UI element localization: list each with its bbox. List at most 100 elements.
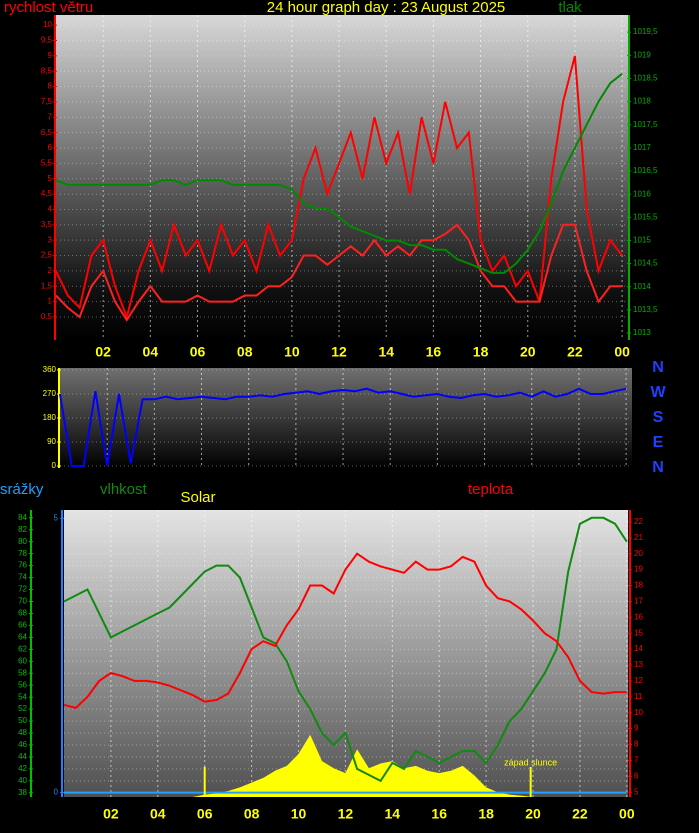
x-tick-label: 04 — [143, 344, 159, 360]
y-tick-label: 42 — [18, 764, 27, 773]
event-label: západ slunce — [504, 757, 557, 767]
y-tick-label: 9 — [634, 724, 639, 733]
y-tick-label: 270 — [43, 389, 57, 398]
y-tick-label: 1017,5 — [633, 120, 658, 129]
y-tick-label: 50 — [18, 716, 27, 725]
x-tick-label: 02 — [103, 806, 119, 822]
y-tick-label: 7 — [48, 112, 53, 121]
x-tick-label: 16 — [426, 344, 442, 360]
y-tick-label: 12 — [634, 676, 643, 685]
x-tick-label: 04 — [150, 806, 166, 822]
y-tick-label: 72 — [18, 585, 27, 594]
y-tick-label: 74 — [18, 573, 27, 582]
x-tick-label: 00 — [619, 806, 635, 822]
y-tick-label: 54 — [18, 692, 27, 701]
x-tick-label: 12 — [331, 344, 347, 360]
direction-label: W — [650, 384, 666, 401]
y-tick-label: 1016,5 — [633, 166, 658, 175]
x-tick-label: 08 — [244, 806, 260, 822]
y-tick-label: 70 — [18, 597, 27, 606]
y-tick-label: 10 — [634, 708, 643, 717]
y-tick-label: 8 — [634, 740, 639, 749]
series-label: tlak — [558, 0, 582, 16]
series-line — [63, 516, 628, 783]
y-tick-label: 40 — [18, 776, 27, 785]
y-tick-label: 22 — [634, 517, 643, 526]
x-tick-label: 10 — [284, 344, 300, 360]
y-tick-label: 1019 — [633, 50, 651, 59]
x-tick-label: 14 — [385, 806, 401, 822]
y-tick-label: 78 — [18, 549, 27, 558]
direction-label: S — [653, 409, 664, 426]
y-tick-label: 16 — [634, 612, 643, 621]
y-tick-label: 21 — [634, 533, 643, 542]
plot-area — [60, 368, 632, 468]
x-tick-label: 06 — [197, 806, 213, 822]
x-tick-label: 12 — [338, 806, 354, 822]
y-tick-label: 360 — [43, 365, 57, 374]
y-tick-label: 4,5 — [41, 189, 53, 198]
y-tick-label: 4 — [48, 205, 53, 214]
series-label: Solar — [180, 489, 215, 506]
y-tick-label: 56 — [18, 680, 27, 689]
y-tick-label: 2,5 — [41, 251, 53, 260]
series-line — [55, 73, 623, 274]
y-tick-label: 0,5 — [41, 312, 53, 321]
series-line — [55, 223, 623, 322]
x-tick-label: 22 — [572, 806, 588, 822]
y-tick-label: 7 — [634, 756, 639, 765]
y-tick-label: 20 — [634, 549, 643, 558]
chart-title: 24 hour graph day : 23 August 2025 — [267, 0, 506, 16]
x-tick-label: 22 — [567, 344, 583, 360]
y-tick-label: 44 — [18, 752, 27, 761]
y-tick-label: 1019,5 — [633, 27, 658, 36]
series-line — [63, 552, 627, 710]
y-tick-label: 14 — [634, 644, 643, 653]
plot-area — [64, 510, 628, 797]
y-tick-label: 1014,5 — [633, 259, 658, 268]
y-tick-label: 1014 — [633, 282, 651, 291]
y-tick-label: 1 — [48, 297, 53, 306]
x-tick-label: 18 — [478, 806, 494, 822]
y-tick-label: 60 — [18, 656, 27, 665]
y-tick-label: 66 — [18, 621, 27, 630]
y-tick-label: 5 — [634, 787, 639, 796]
y-tick-label: 6 — [48, 143, 53, 152]
y-tick-label: 3,5 — [41, 220, 53, 229]
y-tick-label: 10 — [43, 20, 52, 29]
series-label: teplota — [468, 481, 514, 498]
series-line — [55, 55, 623, 321]
y-tick-label: 62 — [18, 644, 27, 653]
y-tick-label: 46 — [18, 740, 27, 749]
y-tick-label: 5 — [54, 513, 59, 522]
y-tick-label: 38 — [18, 788, 27, 797]
y-tick-label: 84 — [18, 513, 27, 522]
direction-label: N — [652, 459, 664, 476]
x-tick-label: 02 — [95, 344, 111, 360]
x-tick-label: 18 — [473, 344, 489, 360]
y-tick-label: 18 — [634, 581, 643, 590]
series-line — [59, 387, 627, 467]
y-tick-label: 9,5 — [41, 36, 53, 45]
y-tick-label: 7,5 — [41, 97, 53, 106]
y-tick-label: 6,5 — [41, 128, 53, 137]
y-tick-label: 0 — [52, 461, 57, 470]
direction-label: E — [653, 434, 664, 451]
y-tick-label: 52 — [18, 704, 27, 713]
y-tick-label: 8 — [48, 82, 53, 91]
y-tick-label: 68 — [18, 609, 27, 618]
x-tick-label: 16 — [431, 806, 447, 822]
x-tick-label: 06 — [190, 344, 206, 360]
x-tick-label: 20 — [520, 344, 536, 360]
y-tick-label: 15 — [634, 628, 643, 637]
y-tick-label: 82 — [18, 525, 27, 534]
y-tick-label: 1018,5 — [633, 74, 658, 83]
y-tick-label: 80 — [18, 537, 27, 546]
y-tick-label: 1016 — [633, 189, 651, 198]
x-tick-label: 20 — [525, 806, 541, 822]
solar-area — [64, 734, 627, 797]
series-label: vlhkost — [100, 481, 148, 498]
y-tick-label: 1013 — [633, 328, 651, 337]
